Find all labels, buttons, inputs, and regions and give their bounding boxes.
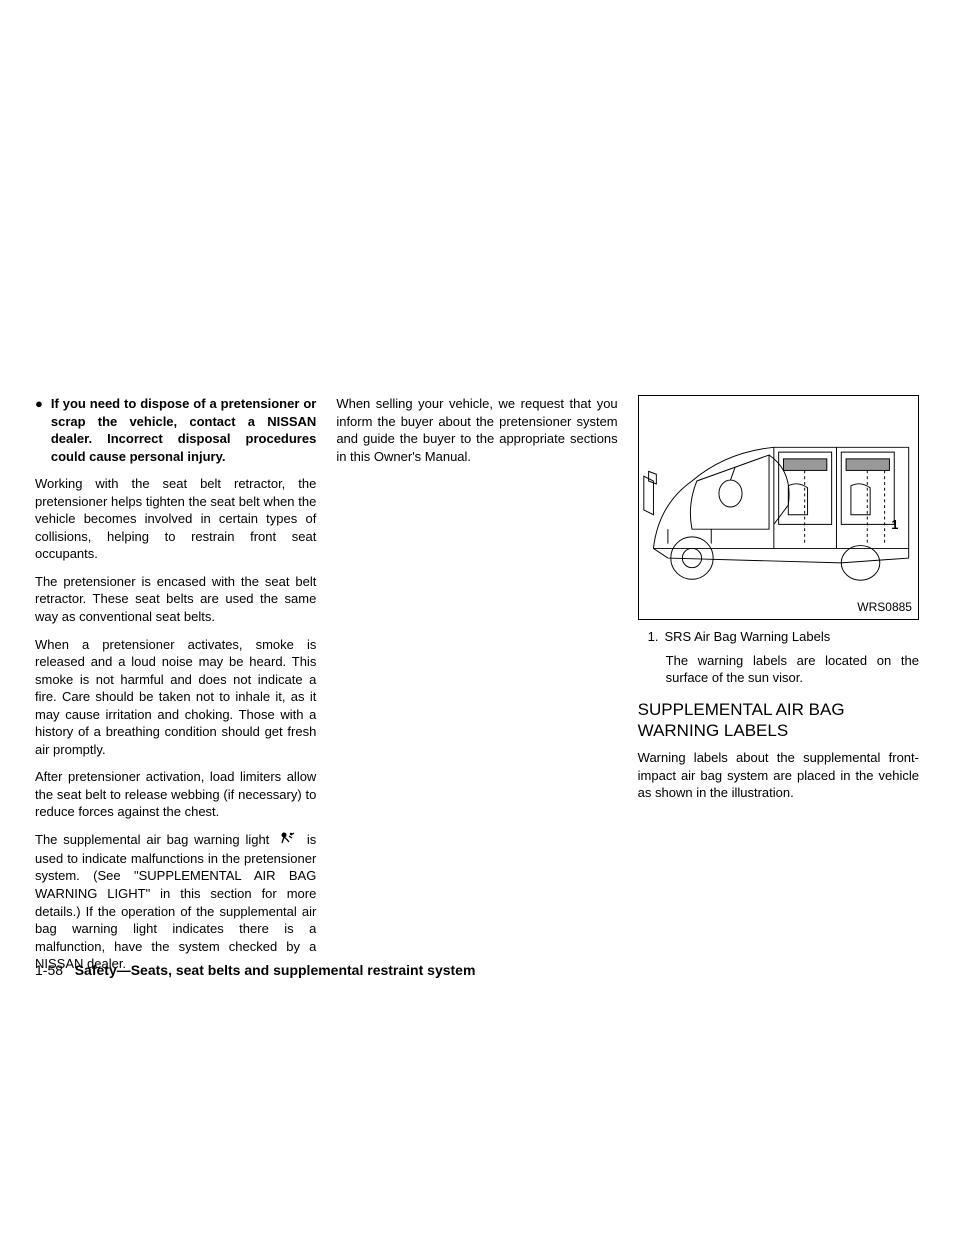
paragraph: Warning labels about the supplemental fr…: [638, 749, 919, 802]
column-3: 1 WRS0885 1. SRS Air Bag Warning Labels …: [638, 395, 919, 983]
svg-text:1: 1: [891, 518, 898, 532]
list-item: 1. SRS Air Bag Warning Labels: [648, 628, 919, 646]
list-number: 1.: [648, 628, 659, 646]
column-2: When selling your vehicle, we request th…: [336, 395, 617, 983]
paragraph: When a pretensioner activates, smoke is …: [35, 636, 316, 759]
figure-code-label: WRS0885: [857, 599, 912, 615]
page-content: ● If you need to dispose of a pretension…: [35, 395, 919, 983]
paragraph: Working with the seat belt retractor, th…: [35, 475, 316, 563]
airbag-warning-icon: [278, 831, 298, 850]
list-subtext: The warning labels are located on the su…: [666, 652, 919, 687]
warning-text: If you need to dispose of a pretensioner…: [51, 395, 316, 465]
page-number: 1-58: [35, 962, 63, 978]
column-1: ● If you need to dispose of a pretension…: [35, 395, 316, 983]
paragraph: The pretensioner is encased with the sea…: [35, 573, 316, 626]
paragraph: When selling your vehicle, we request th…: [336, 395, 617, 465]
paragraph: The supplemental air bag warning light i…: [35, 831, 316, 973]
vehicle-illustration: 1 WRS0885: [638, 395, 919, 620]
paragraph: After pretensioner activation, load limi…: [35, 768, 316, 821]
section-title: Safety—Seats, seat belts and supplementa…: [75, 962, 476, 978]
section-heading: SUPPLEMENTAL AIR BAG WARNING LABELS: [638, 699, 919, 742]
bullet-dot-icon: ●: [35, 395, 43, 465]
warning-bullet: ● If you need to dispose of a pretension…: [35, 395, 316, 465]
list-text: SRS Air Bag Warning Labels: [665, 628, 831, 646]
paragraph-text-a: The supplemental air bag warning light: [35, 832, 275, 847]
car-diagram-svg: 1: [639, 396, 918, 619]
paragraph-text-b: is used to indicate malfunctions in the …: [35, 832, 316, 971]
page-footer: 1-58 Safety—Seats, seat belts and supple…: [35, 962, 475, 978]
